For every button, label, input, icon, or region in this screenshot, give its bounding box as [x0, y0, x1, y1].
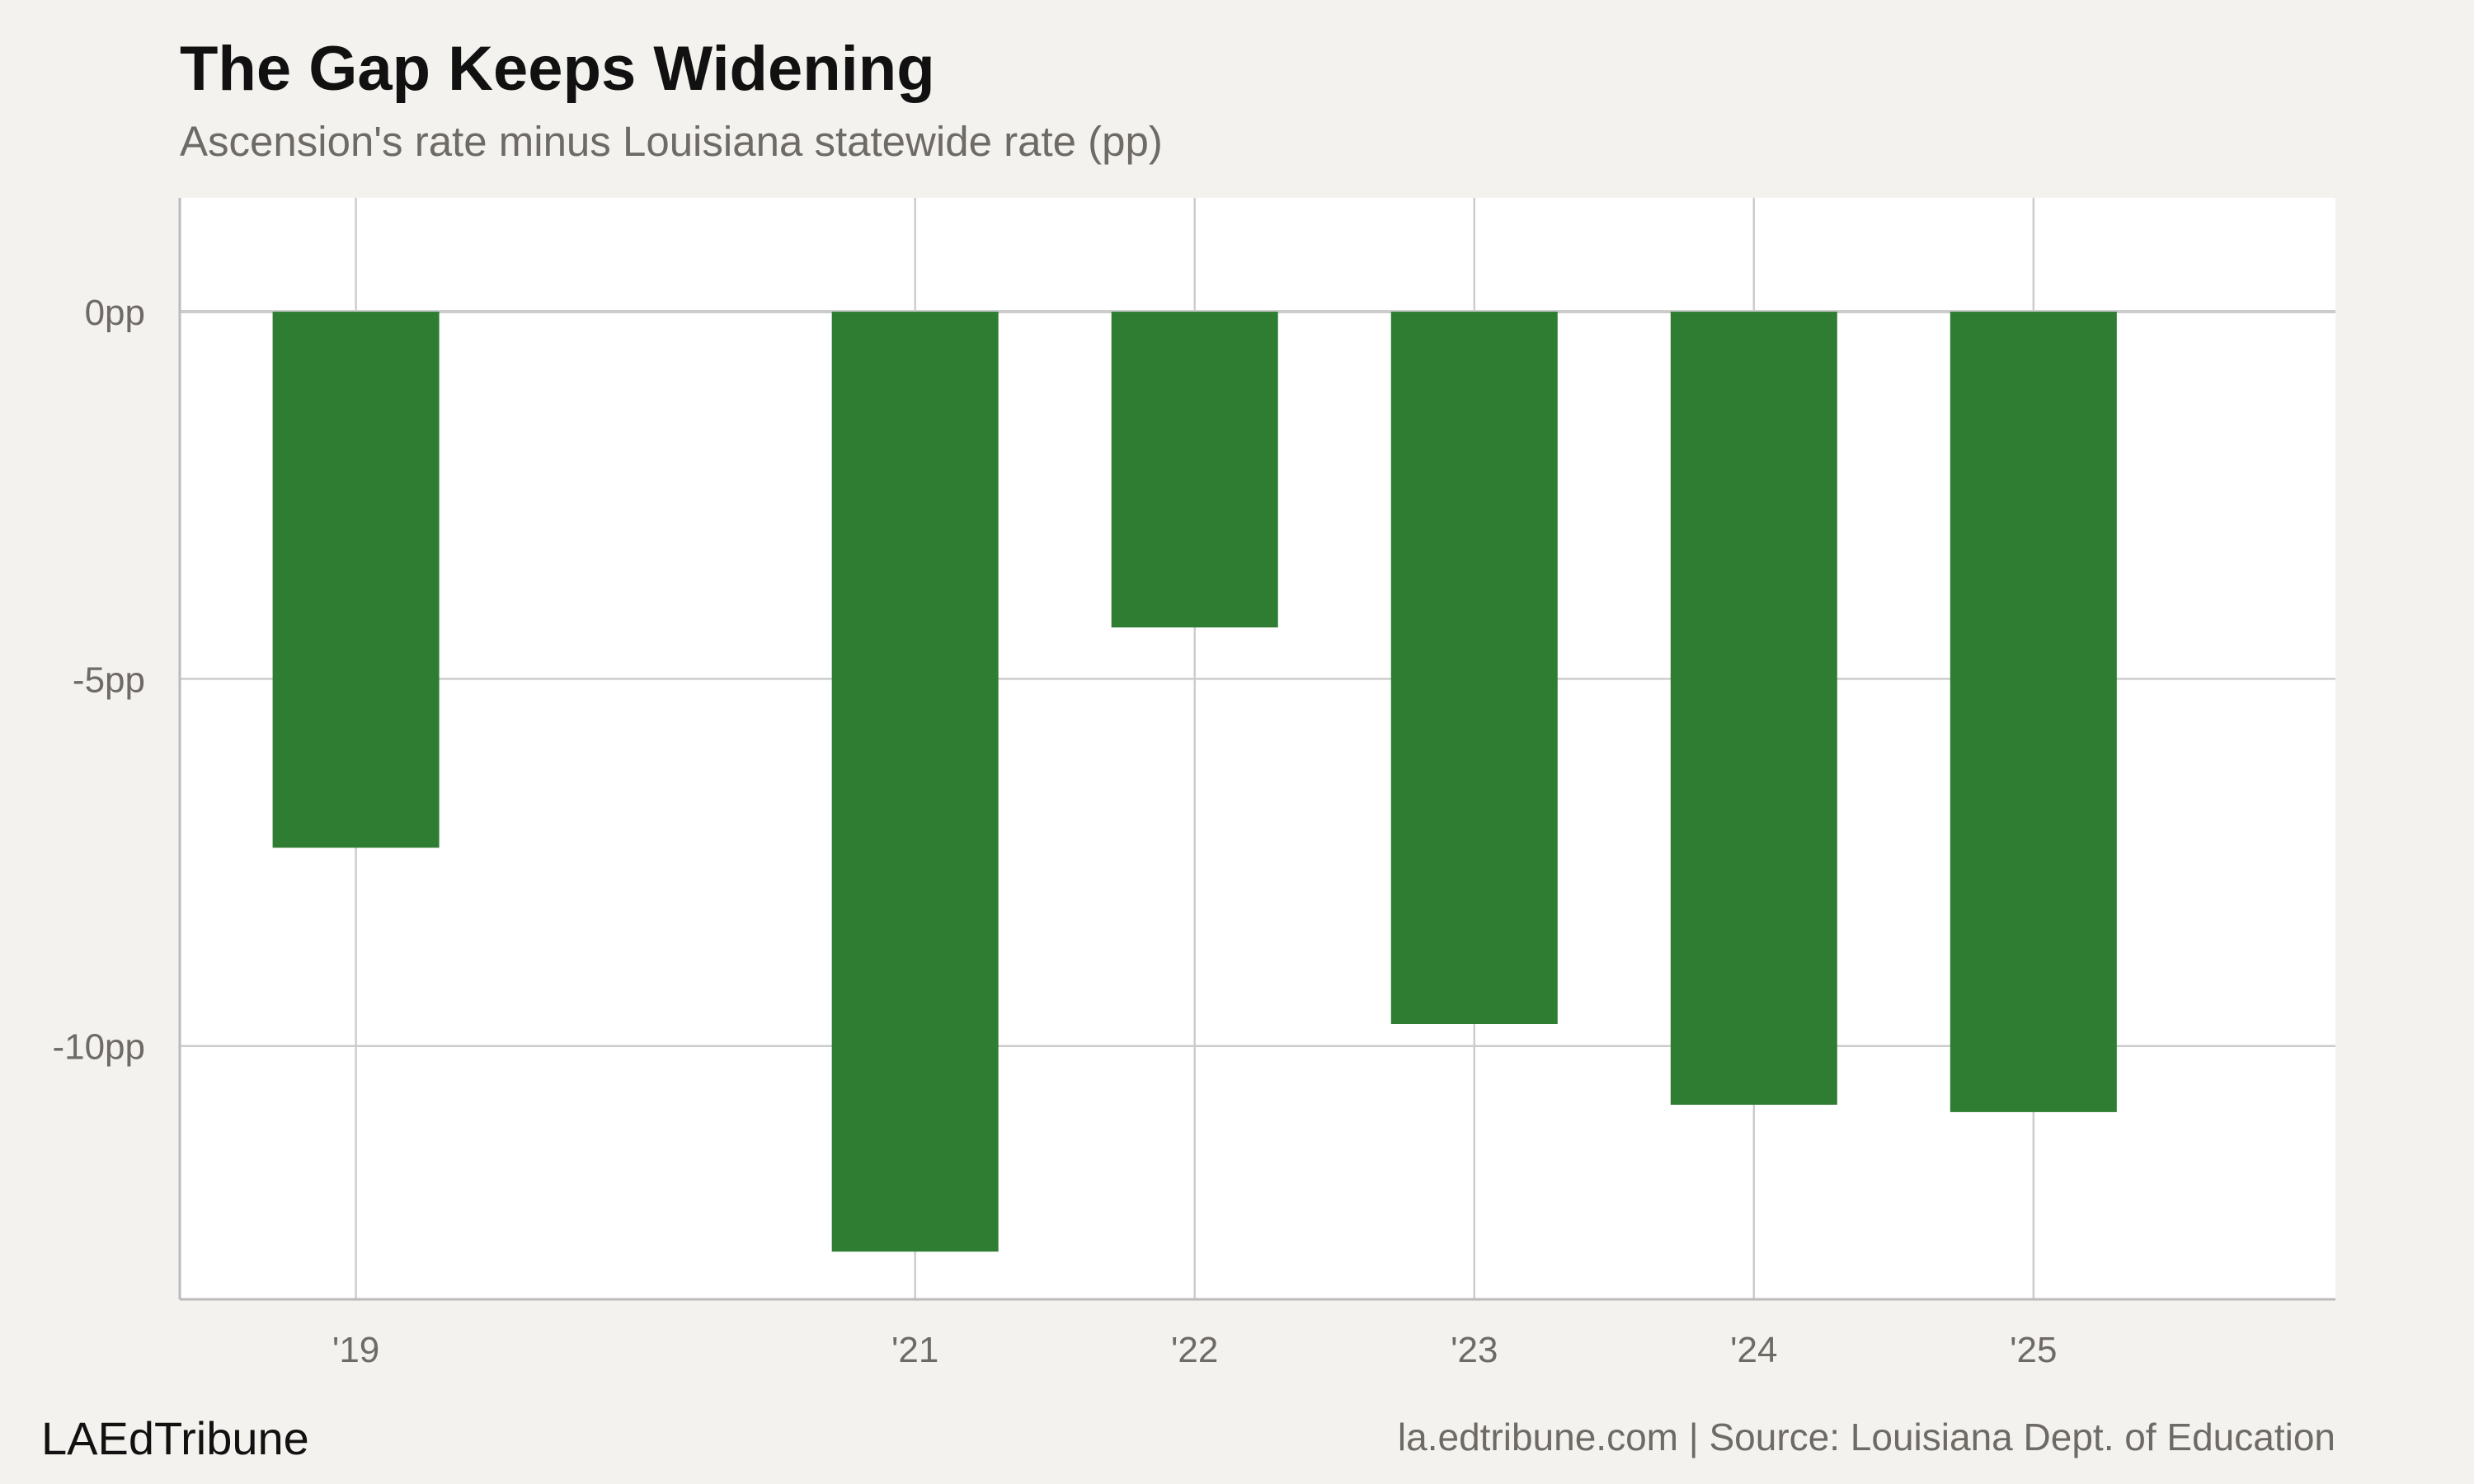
chart-title: The Gap Keeps Widening — [180, 34, 935, 104]
x-tick-label: '23 — [1451, 1330, 1498, 1370]
x-tick-label: '24 — [1730, 1330, 1777, 1370]
y-tick-label: -10pp — [52, 1027, 145, 1068]
x-tick-label: '22 — [1171, 1330, 1218, 1370]
bar-25 — [1950, 312, 2117, 1112]
bar-22 — [1111, 312, 1278, 628]
bar-19 — [272, 312, 440, 848]
bar-24 — [1670, 312, 1837, 1105]
y-tick-label: 0pp — [85, 293, 145, 333]
chart-subtitle: Ascension's rate minus Louisiana statewi… — [180, 118, 1163, 165]
source-note: la.edtribune.com | Source: Louisiana Dep… — [1397, 1416, 2335, 1458]
brand-logo-text: LAEdTribune — [41, 1412, 309, 1464]
bar-23 — [1390, 312, 1558, 1024]
y-tick-label: -5pp — [73, 660, 145, 700]
x-tick-label: '19 — [332, 1330, 379, 1370]
x-tick-label: '25 — [2010, 1330, 2057, 1370]
bar-21 — [831, 312, 999, 1252]
x-tick-label: '21 — [891, 1330, 938, 1370]
